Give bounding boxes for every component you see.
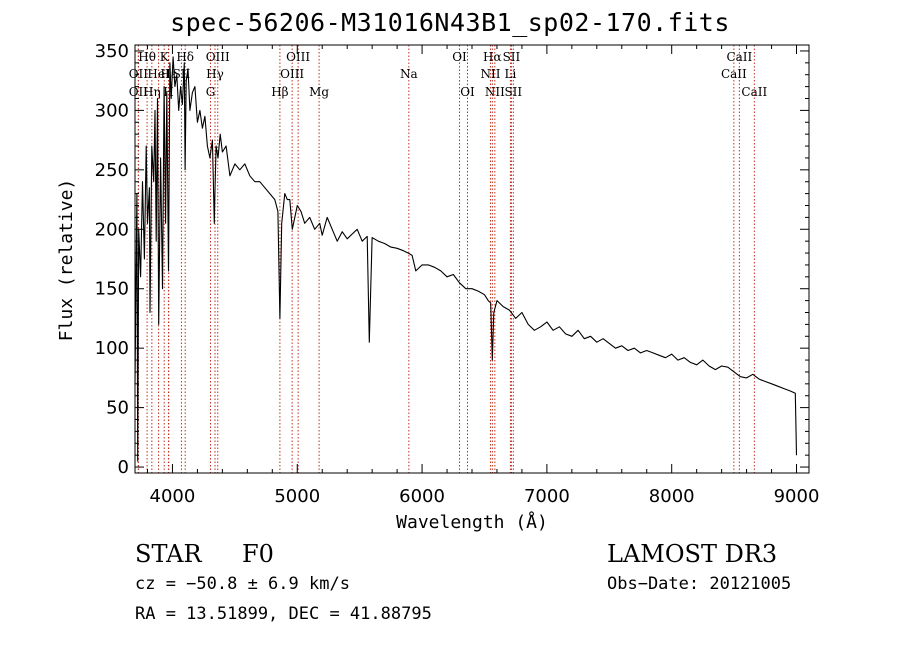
y-tick-label-3: 150 (95, 279, 129, 300)
line-label-16: Mg (309, 85, 329, 99)
y-tick-label-7: 350 (95, 41, 129, 62)
x-axis-label: Wavelength (Å) (396, 511, 548, 533)
line-label-11: Hγ (206, 67, 224, 81)
line-label-2: OII (129, 67, 149, 81)
survey-name: LAMOST DR3 (607, 540, 778, 568)
line-label-13: Hβ (271, 85, 288, 99)
line-label-19: OI (460, 85, 475, 99)
line-label-5: K (160, 50, 170, 64)
line-label-0: OII (129, 85, 149, 99)
x-tick-label-0: 4000 (150, 486, 196, 507)
line-label-6: H (163, 85, 173, 99)
line-labels: OIIHθOIIHηHeIKHHεHδSIIGHγOIIIHβOIIIOIIIM… (129, 50, 768, 99)
ra-dec: RA = 13.51899, DEC = 41.88795 (135, 604, 432, 624)
line-label-15: OIII (286, 50, 310, 64)
x-tick-label-4: 8000 (649, 486, 695, 507)
y-tick-label-2: 100 (95, 338, 129, 359)
line-label-26: CaII (721, 67, 747, 81)
y-tick-label-1: 50 (106, 398, 129, 419)
line-label-10: G (206, 85, 216, 99)
y-ticks: 0 50 100 150 200 250 300 350 (95, 41, 809, 478)
line-label-17: Na (400, 67, 418, 81)
series-flux (134, 56, 798, 462)
line-label-20: NII (480, 67, 500, 81)
line-label-8: Hδ (176, 50, 194, 64)
line-label-27: CaII (726, 50, 752, 64)
line-label-24: Li (505, 67, 517, 81)
line-label-12: OIII (206, 50, 230, 64)
line-label-14: OIII (280, 67, 304, 81)
line-label-22: NII (485, 85, 505, 99)
line-label-28: CaII (741, 85, 767, 99)
y-tick-label-6: 300 (95, 100, 129, 121)
line-label-18: OI (452, 50, 467, 64)
redshift-cz: cz = −50.8 ± 6.9 km/s (135, 574, 350, 594)
chart-title: spec-56206-M31016N43B1_sp02-170.fits (170, 8, 730, 37)
line-markers (137, 45, 755, 473)
line-label-4: HeI (147, 67, 170, 81)
line-label-21: Hα (483, 50, 502, 64)
line-label-25: SII (504, 85, 522, 99)
y-axis-label: Flux (relative) (56, 179, 77, 342)
y-tick-label-5: 250 (95, 160, 129, 181)
x-ticks: 4000 5000 6000 7000 8000 9000 (146, 45, 820, 507)
line-label-1: Hθ (138, 50, 156, 64)
observation-date: Obs−Date: 20121005 (607, 574, 792, 594)
x-tick-label-2: 6000 (399, 486, 445, 507)
object-class: STAR (135, 540, 202, 568)
x-tick-label-3: 7000 (524, 486, 570, 507)
line-label-23: SII (503, 50, 521, 64)
series-layer (134, 56, 798, 462)
y-tick-label-0: 0 (118, 457, 129, 478)
object-subclass: F0 (242, 540, 274, 568)
plot-frame (134, 44, 810, 474)
x-tick-label-5: 9000 (774, 486, 820, 507)
line-label-3: Hη (143, 85, 161, 99)
y-tick-label-4: 200 (95, 219, 129, 240)
x-tick-label-1: 5000 (274, 486, 320, 507)
